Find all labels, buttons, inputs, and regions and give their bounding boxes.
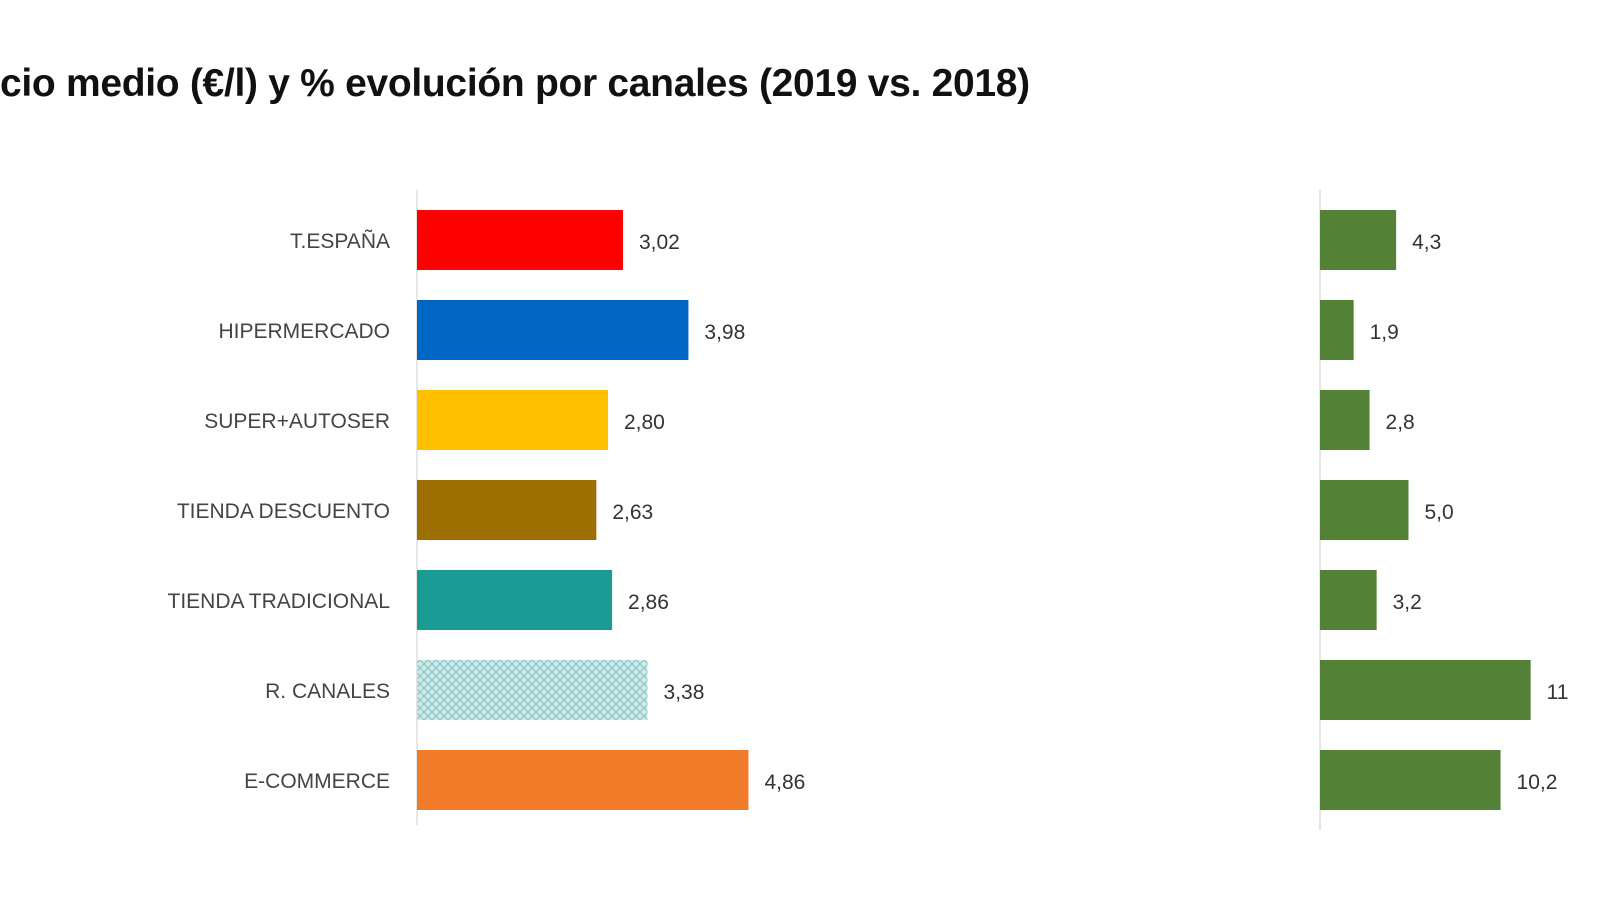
evolution-data-label: 5,0 — [1425, 501, 1454, 524]
evolution-bar — [1320, 210, 1397, 270]
price-data-label: 2,80 — [624, 411, 665, 434]
evolution-bar — [1320, 300, 1354, 360]
price-data-label: 3,98 — [704, 321, 745, 344]
price-bar — [417, 570, 613, 630]
category-label: TIENDA TRADICIONAL — [168, 590, 391, 613]
evolution-data-label: 11 — [1547, 681, 1569, 704]
price-bar — [417, 210, 623, 270]
evolution-data-label: 10,2 — [1517, 771, 1558, 794]
price-data-label: 2,86 — [628, 591, 669, 614]
chart-title: cio medio (€/l) y % evolución por canale… — [0, 62, 1030, 105]
category-label: R. CANALES — [265, 680, 390, 703]
evolution-bar — [1320, 660, 1531, 720]
price-data-label: 2,63 — [612, 501, 653, 524]
evolution-data-label: 3,2 — [1393, 591, 1422, 614]
category-label: T.ESPAÑA — [290, 229, 390, 253]
price-bar — [417, 300, 689, 360]
evolution-bar — [1320, 480, 1409, 540]
category-label: HIPERMERCADO — [218, 320, 390, 343]
evolution-bar — [1320, 750, 1501, 810]
evolution-data-label: 4,3 — [1412, 231, 1441, 254]
category-label: TIENDA DESCUENTO — [177, 500, 390, 523]
price-bar — [417, 390, 608, 450]
evolution-bar — [1320, 390, 1370, 450]
category-label: E-COMMERCE — [244, 770, 390, 793]
price-data-label: 3,38 — [664, 681, 705, 704]
price-bar — [417, 750, 749, 810]
price-bar — [417, 480, 597, 540]
price-data-label: 3,02 — [639, 231, 680, 254]
price-bar — [417, 660, 648, 720]
price-data-label: 4,86 — [764, 771, 805, 794]
evolution-data-label: 1,9 — [1370, 321, 1399, 344]
evolution-bar — [1320, 570, 1377, 630]
evolution-data-label: 2,8 — [1386, 411, 1415, 434]
category-label: SUPER+AUTOSER — [204, 410, 390, 433]
